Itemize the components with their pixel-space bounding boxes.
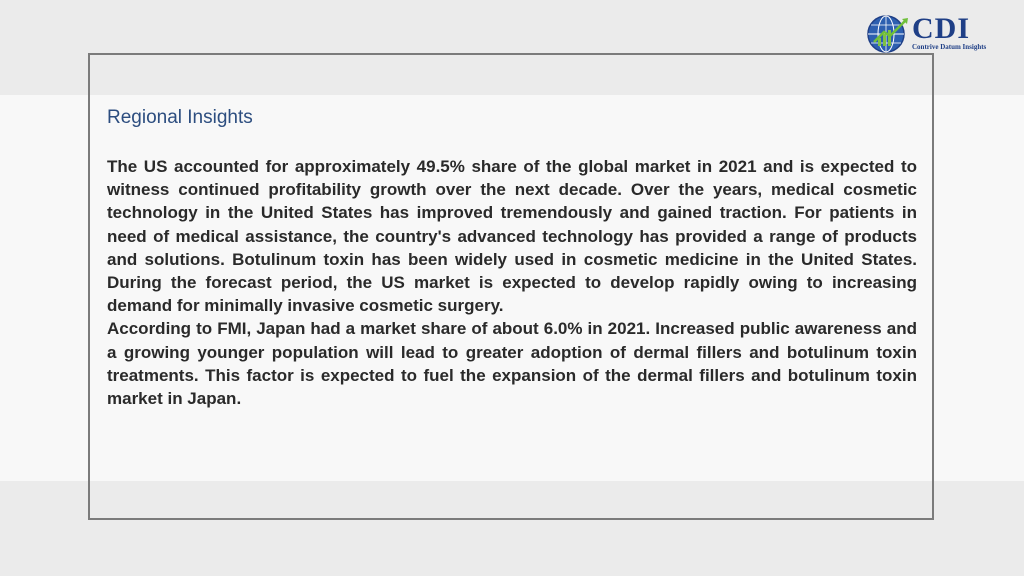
paragraph-japan: According to FMI, Japan had a market sha…	[107, 319, 917, 409]
section-heading: Regional Insights	[107, 107, 253, 128]
paragraph-us: The US accounted for approximately 49.5%…	[107, 157, 917, 316]
globe-icon	[867, 15, 908, 53]
logo-tagline: Contrive Datum Insights	[912, 43, 987, 51]
logo-wordmark: CDI	[912, 12, 971, 45]
content-band	[0, 95, 1024, 481]
company-logo: CDI Contrive Datum Insights	[866, 12, 1006, 56]
content-frame	[88, 53, 934, 520]
section-body: The US accounted for approximately 49.5%…	[107, 155, 917, 410]
